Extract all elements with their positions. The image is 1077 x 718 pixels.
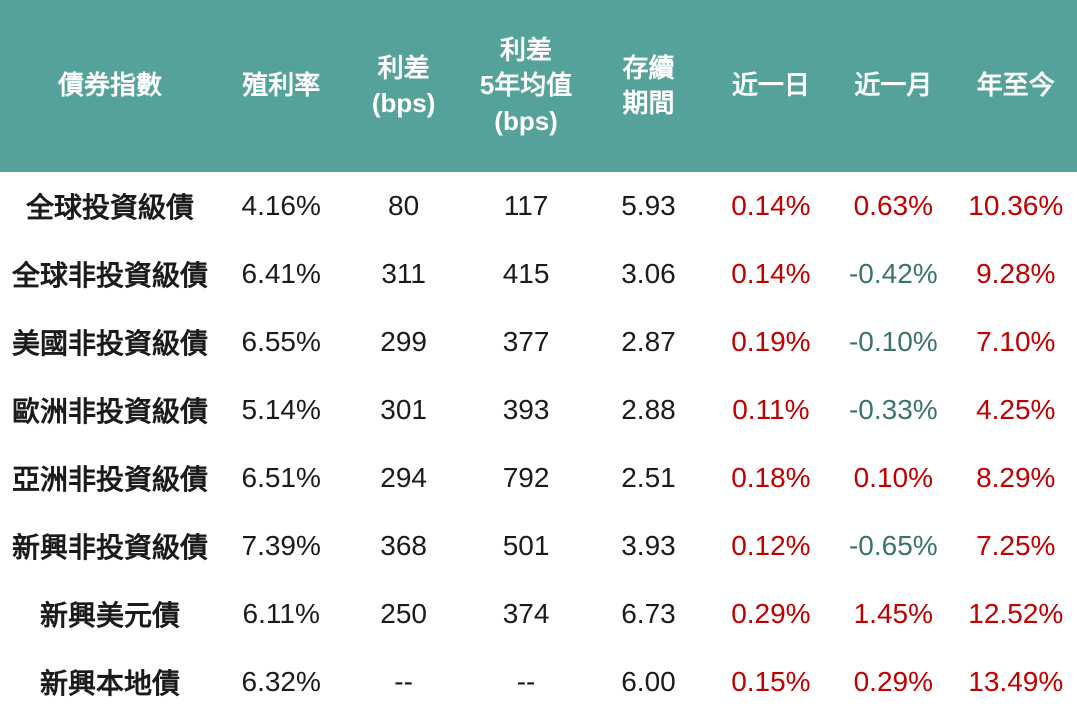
- value-cell: 6.41%: [241, 258, 321, 289]
- value-cell: 3.93: [621, 530, 676, 561]
- change-value-cell: 13.49%: [968, 666, 1064, 697]
- value-cell: 3.06: [621, 258, 676, 289]
- change-value-cell: 0.14%: [731, 190, 811, 221]
- value-cell: 2.51: [621, 462, 676, 493]
- change-value-cell: 0.10%: [853, 462, 934, 493]
- value-cell: 6.51%: [241, 462, 321, 493]
- bond-index-name: 新興非投資級債: [11, 532, 208, 563]
- change-value-cell: 0.19%: [731, 326, 811, 357]
- value-cell: 501: [502, 530, 550, 561]
- value-cell: 374: [502, 598, 550, 629]
- value-cell: 294: [380, 462, 427, 493]
- value-cell: 368: [380, 530, 427, 561]
- bond-index-name: 全球非投資級債: [11, 260, 208, 291]
- change-value-cell: 8.29%: [976, 462, 1056, 493]
- table-body: 全球投資級債 4.16% 80 117 5.93 0.14% 0.63% 10.36% 全球非投…: [0, 172, 1077, 716]
- value-cell: 80: [388, 190, 420, 221]
- column-header-1: 債券指數: [0, 0, 220, 172]
- table-row: 歐洲非投資級債 5.14% 301 393 2.88 0.11% -0.33% 4.25%: [0, 376, 1077, 444]
- bond-index-name: 歐洲非投資級債: [11, 396, 208, 427]
- value-cell: 7.39%: [241, 530, 321, 561]
- value-cell: 117: [503, 190, 549, 221]
- bond-index-name: 亞洲非投資級債: [11, 464, 208, 495]
- value-cell: 311: [381, 258, 426, 289]
- change-value-cell: -0.10%: [848, 326, 938, 357]
- value-cell: 377: [502, 326, 550, 357]
- value-cell: 415: [502, 258, 550, 289]
- table-row: 美國非投資級債 6.55% 299 377 2.87 0.19% -0.10% 7.10%: [0, 308, 1077, 376]
- change-value-cell: 0.18%: [731, 462, 811, 493]
- value-cell: 4.16%: [241, 190, 321, 221]
- value-cell: 6.73: [621, 598, 676, 629]
- change-value-cell: -0.42%: [848, 258, 938, 289]
- change-value-cell: 9.28%: [976, 258, 1056, 289]
- column-header-3: 利差 (bps): [342, 0, 465, 172]
- value-cell: 6.32%: [241, 666, 321, 697]
- value-cell: 2.88: [621, 394, 676, 425]
- value-cell: 6.11%: [242, 598, 320, 629]
- change-value-cell: 0.29%: [731, 598, 811, 629]
- table-row: 亞洲非投資級債 6.51% 294 792 2.51 0.18% 0.10% 8.29%: [0, 444, 1077, 512]
- column-header-5: 存續 期間: [587, 0, 710, 172]
- column-header-2: 殖利率: [220, 0, 343, 172]
- value-cell: 6.55%: [241, 326, 321, 357]
- value-cell: 6.00: [621, 666, 676, 697]
- column-header-7: 近一月: [832, 0, 955, 172]
- bond-index-name: 新興本地債: [39, 668, 180, 699]
- change-value-cell: 0.12%: [731, 530, 811, 561]
- change-value-cell: 0.63%: [853, 190, 934, 221]
- value-cell: 5.14%: [241, 394, 321, 425]
- value-cell: 299: [380, 326, 427, 357]
- table-row: 全球非投資級債 6.41% 311 415 3.06 0.14% -0.42% 9.28%: [0, 240, 1077, 308]
- value-cell: 2.87: [621, 326, 676, 357]
- column-header-6: 近一日: [709, 0, 833, 172]
- change-value-cell: -0.33%: [848, 394, 938, 425]
- bond-index-name: 美國非投資級債: [11, 328, 208, 359]
- value-cell: --: [394, 666, 413, 697]
- bond-index-name: 全球投資級債: [25, 192, 194, 223]
- change-value-cell: 10.36%: [968, 190, 1064, 221]
- change-value-cell: 0.14%: [731, 258, 811, 289]
- change-value-cell: 1.45%: [853, 598, 934, 629]
- change-value-cell: 4.25%: [976, 394, 1056, 425]
- column-header-4: 利差 5年均值 (bps): [464, 0, 588, 172]
- table-row: 新興美元債 6.11% 250 374 6.73 0.29% 1.45% 12.52%: [0, 580, 1077, 648]
- change-value-cell: -0.65%: [848, 530, 938, 561]
- change-value-cell: 0.15%: [731, 666, 811, 697]
- bond-index-name: 新興美元債: [39, 600, 180, 631]
- value-cell: 393: [502, 394, 550, 425]
- value-cell: 792: [502, 462, 550, 493]
- value-cell: 301: [380, 394, 427, 425]
- value-cell: 5.93: [621, 190, 676, 221]
- table-row: 新興本地債 6.32% -- -- 6.00 0.15% 0.29% 13.49%: [0, 648, 1077, 716]
- table-row: 新興非投資級債 7.39% 368 501 3.93 0.12% -0.65% 7.25%: [0, 512, 1077, 580]
- change-value-cell: 7.10%: [976, 326, 1056, 357]
- change-value-cell: 7.25%: [976, 530, 1056, 561]
- change-value-cell: 0.11%: [732, 394, 810, 425]
- value-cell: --: [516, 666, 536, 697]
- change-value-cell: 0.29%: [853, 666, 934, 697]
- change-value-cell: 12.52%: [968, 598, 1064, 629]
- value-cell: 250: [380, 598, 427, 629]
- table-row: 全球投資級債 4.16% 80 117 5.93 0.14% 0.63% 10.36%: [0, 172, 1077, 240]
- header-row: 債券指數 殖利率 利差 (bps) 利差 5年均值 (bps) 存續 期間 近一日 近一月年…: [0, 0, 1077, 172]
- table-header: 債券指數 殖利率 利差 (bps) 利差 5年均值 (bps) 存續 期間 近一日 近一月年…: [0, 0, 1077, 172]
- column-header-8: 年至今: [954, 0, 1077, 172]
